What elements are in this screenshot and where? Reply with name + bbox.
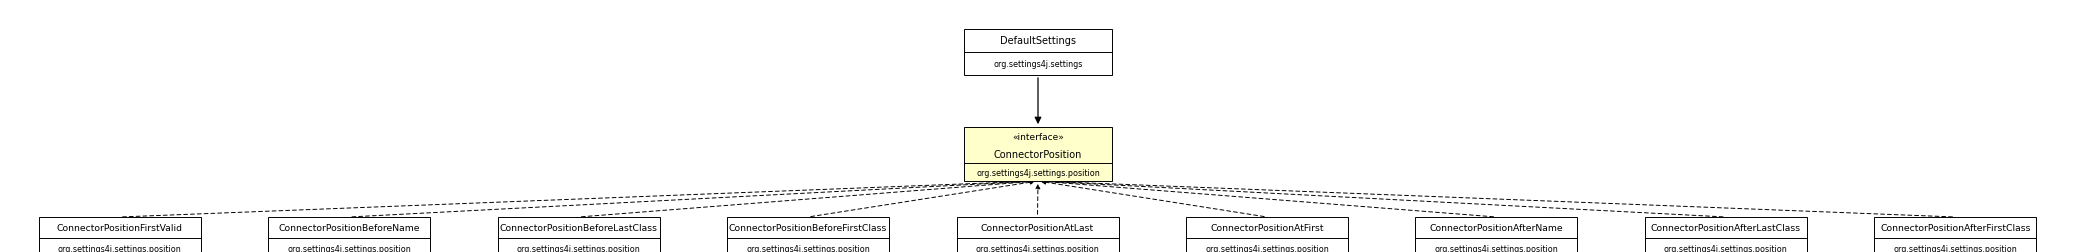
Text: «interface»: «interface» <box>1013 132 1064 141</box>
Text: org.settings4j.settings.position: org.settings4j.settings.position <box>286 244 411 252</box>
Text: ConnectorPositionAtFirst: ConnectorPositionAtFirst <box>1210 223 1324 232</box>
Text: ConnectorPosition: ConnectorPosition <box>994 149 1083 159</box>
Bar <box>965 128 1112 181</box>
Text: DefaultSettings: DefaultSettings <box>1000 36 1077 46</box>
Text: org.settings4j.settings.position: org.settings4j.settings.position <box>1664 244 1789 252</box>
Bar <box>1645 217 1807 252</box>
Bar <box>39 217 201 252</box>
Text: ConnectorPositionFirstValid: ConnectorPositionFirstValid <box>56 223 183 232</box>
Text: ConnectorPositionBeforeLastClass: ConnectorPositionBeforeLastClass <box>500 223 658 232</box>
Bar <box>1415 217 1577 252</box>
Text: org.settings4j.settings.position: org.settings4j.settings.position <box>975 244 1100 252</box>
Text: ConnectorPositionAfterName: ConnectorPositionAfterName <box>1430 223 1562 232</box>
Text: org.settings4j.settings.position: org.settings4j.settings.position <box>1892 244 2017 252</box>
Bar <box>498 217 660 252</box>
Text: org.settings4j.settings.position: org.settings4j.settings.position <box>747 244 869 252</box>
Text: org.settings4j.settings.position: org.settings4j.settings.position <box>1434 244 1558 252</box>
Bar <box>1874 217 2036 252</box>
Text: org.settings4j.settings.position: org.settings4j.settings.position <box>975 168 1100 177</box>
Text: ConnectorPositionAfterFirstClass: ConnectorPositionAfterFirstClass <box>1880 223 2031 232</box>
Text: ConnectorPositionAtLast: ConnectorPositionAtLast <box>981 223 1094 232</box>
Bar <box>268 217 430 252</box>
Bar <box>957 217 1118 252</box>
Text: ConnectorPositionBeforeFirstClass: ConnectorPositionBeforeFirstClass <box>728 223 888 232</box>
Text: org.settings4j.settings.position: org.settings4j.settings.position <box>517 244 641 252</box>
Text: org.settings4j.settings.position: org.settings4j.settings.position <box>58 244 183 252</box>
Text: org.settings4j.settings.position: org.settings4j.settings.position <box>1206 244 1328 252</box>
Bar <box>965 30 1112 76</box>
Text: ConnectorPositionBeforeName: ConnectorPositionBeforeName <box>278 223 419 232</box>
Bar <box>1187 217 1349 252</box>
Text: ConnectorPositionAfterLastClass: ConnectorPositionAfterLastClass <box>1652 223 1801 232</box>
Bar <box>726 217 888 252</box>
Text: org.settings4j.settings: org.settings4j.settings <box>994 60 1083 69</box>
